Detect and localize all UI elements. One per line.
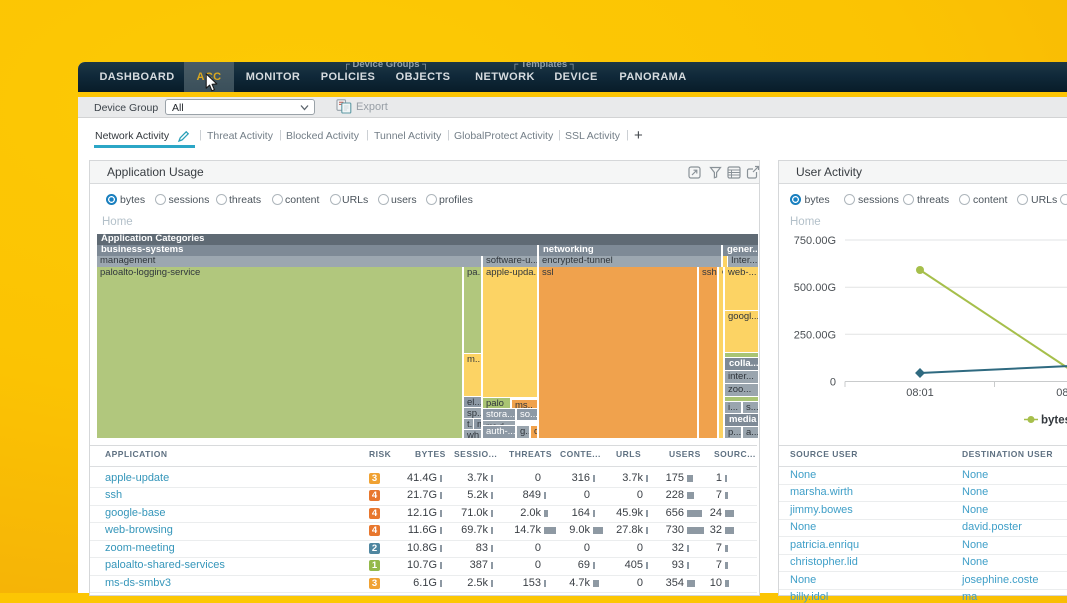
svg-text:08:16: 08:16: [1056, 387, 1067, 399]
svg-text:0: 0: [830, 377, 836, 389]
svg-text:250.00G: 250.00G: [794, 329, 836, 341]
svg-text:500.00G: 500.00G: [794, 282, 836, 294]
svg-text:750.00G: 750.00G: [794, 235, 836, 247]
svg-text:bytes: bytes: [1041, 415, 1067, 427]
svg-text:08:01: 08:01: [906, 387, 934, 399]
